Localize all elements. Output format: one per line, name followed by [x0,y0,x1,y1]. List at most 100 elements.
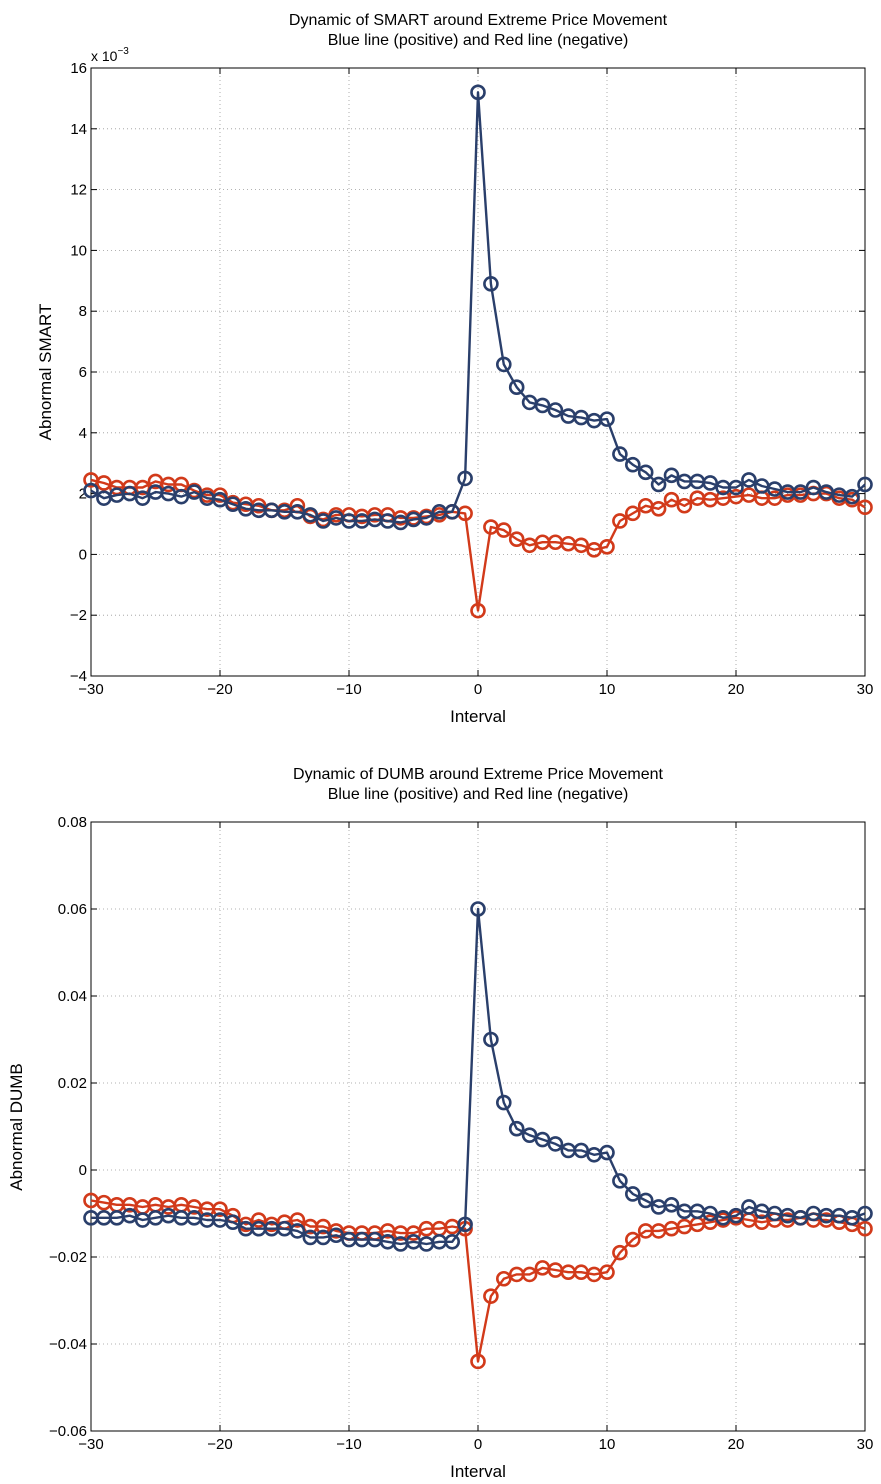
smart-x-axis-label: Interval [450,707,506,726]
dumb-x-tick-label: −10 [336,1436,361,1453]
dumb-y-tick-label: 0 [79,1162,87,1179]
dumb-chart-title: Dynamic of DUMB around Extreme Price Mov… [293,766,663,783]
smart-negative-point [573,537,590,554]
smart-negative-point [650,500,667,517]
dumb-negative-point [212,1201,228,1217]
dumb-positive-point [663,1197,680,1213]
smart-positive-point [534,397,551,414]
dumb-negative-point [612,1244,628,1261]
dumb-positive-point [637,1192,654,1209]
smart-chart-title: Dynamic of SMART around Extreme Price Mo… [289,12,668,29]
dumb-positive-point [728,1207,744,1224]
smart-negative-point [134,479,151,496]
smart-negative-line [90,478,866,612]
smart-positive-point [173,488,190,505]
dumb-positive-point [624,1186,641,1202]
smart-negative-point [470,602,486,619]
dumb-y-tick-label: 0.06 [58,901,87,918]
smart-positive-point [134,490,151,506]
dumb-y-tick-label: −0.02 [49,1249,87,1266]
dumb-positive-point [599,1144,615,1161]
smart-y-tick-label: 6 [79,364,87,381]
smart-positive-point [612,446,628,462]
smart-x-tick-label: 20 [728,681,745,698]
smart-negative-point [624,505,641,522]
smart-exponent-label: x 10−3 [91,46,129,64]
smart-series [83,84,873,619]
dumb-grid [91,822,865,1431]
dumb-positive-point [483,1031,499,1048]
smart-positive-point [741,472,757,488]
dumb-positive-point [547,1136,564,1152]
smart-y-tick-label: −2 [70,607,87,624]
smart-y-tick-label: −4 [70,668,87,685]
smart-y-tick-label: 0 [79,546,87,563]
smart-positive-point [508,379,525,396]
smart-negative-point [857,499,873,516]
smart-positive-point [728,479,744,496]
dumb-negative-point [599,1264,615,1281]
smart-x-tick-label: 10 [599,681,616,698]
smart-positive-point [225,496,241,513]
smart-y-tick-label: 2 [79,486,87,503]
dumb-positive-line [91,907,866,1246]
dumb-x-tick-label: 20 [728,1436,745,1453]
smart-y-tick-label: 10 [70,242,87,259]
smart-x-tick-label: −10 [336,681,361,698]
smart-negative-point [676,497,693,514]
smart-positive-point [599,411,615,427]
dumb-negative-point [857,1220,873,1237]
dumb-x-tick-label: 10 [599,1436,616,1453]
dumb-positive-point [857,1205,873,1222]
smart-y-tick-label: 4 [79,425,87,442]
smart-positive-point [792,484,809,500]
dumb-positive-point [225,1214,241,1230]
smart-chart-subtitle: Blue line (positive) and Red line (negat… [328,32,629,49]
smart-positive-point [186,484,202,500]
dumb-x-tick-label: 0 [474,1436,482,1453]
dumb-negative-point [289,1212,306,1228]
dumb-x-axis-label: Interval [450,1462,506,1481]
dumb-chart: Dynamic of DUMB around Extreme Price Mov… [7,766,873,1481]
smart-positive-point [495,356,512,373]
smart-positive-point [663,467,680,484]
smart-exponent-power: −3 [117,46,129,57]
dumb-positive-point [495,1094,512,1111]
dumb-y-tick-label: 0.02 [58,1075,87,1092]
smart-y-tick-label: 12 [70,182,87,199]
dumb-x-tick-label: −20 [207,1436,232,1453]
smart-positive-point [624,456,641,473]
dumb-series [83,901,873,1370]
dumb-y-axis-label: Abnormal DUMB [7,1063,26,1191]
dumb-x-tick-label: −30 [78,1436,103,1453]
dumb-positive-point [612,1173,628,1189]
smart-x-tick-label: 30 [857,681,874,698]
smart-positive-point [844,488,860,505]
smart-negative-point [663,491,680,508]
dumb-positive-point [444,1233,461,1250]
dumb-chart-subtitle: Blue line (positive) and Red line (negat… [328,786,629,803]
smart-negative-point [508,531,525,548]
smart-positive-point [702,475,719,491]
dumb-positive-point [508,1120,525,1137]
smart-positive-point [302,507,319,523]
smart-positive-point [470,84,486,101]
dumb-negative-point [624,1231,641,1248]
smart-y-axis-label: Abnormal SMART [36,304,55,441]
smart-y-tick-label: 16 [70,60,87,77]
dumb-positive-point [289,1223,306,1239]
smart-positive-line [90,91,866,524]
smart-grid [91,68,865,676]
smart-positive-point [212,491,228,508]
dumb-y-tick-label: −0.04 [49,1336,87,1353]
smart-positive-point [444,504,461,520]
dumb-negative-point [470,1353,486,1370]
smart-y-tick-label: 14 [70,121,87,138]
dumb-positive-point [470,901,486,917]
smart-positive-point [637,464,654,481]
smart-negative-point [495,522,512,538]
smart-x-tick-label: −20 [207,681,232,698]
smart-positive-point [121,485,138,502]
